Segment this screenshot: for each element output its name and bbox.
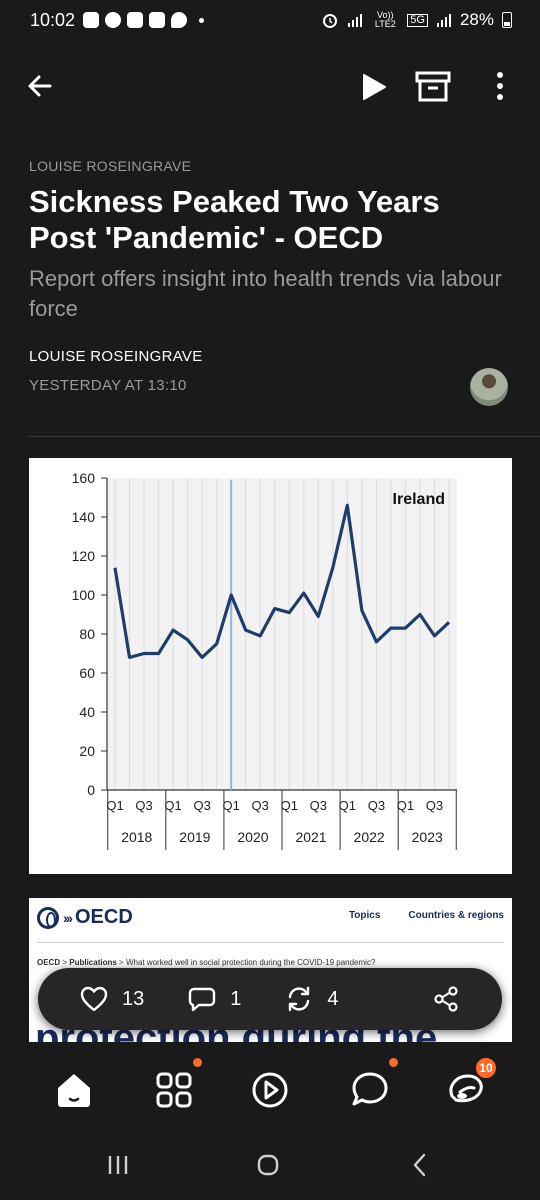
quarter-tick-label: Q1 [339,798,356,813]
plot-area [107,478,457,790]
recents-icon[interactable] [98,1150,138,1180]
system-nav [0,1130,540,1200]
video-play-icon[interactable] [246,1066,294,1114]
more-vertical-icon[interactable] [486,68,514,104]
post-action-bar: 13 1 4 [38,968,502,1030]
oecd-logo: ››› OECD [37,906,133,929]
author-label[interactable]: LOUISE ROSEINGRAVE [29,158,192,174]
grid-icon[interactable] [150,1066,198,1114]
quarter-tick-label: Q1 [397,798,414,813]
y-tick-label: 140 [72,509,96,525]
quarter-tick-label: Q1 [223,798,240,813]
heart-notification-icon [105,12,122,28]
grid-badge-dot [193,1058,202,1067]
quarter-tick-label: Q1 [164,798,181,813]
author-avatar[interactable] [470,368,508,406]
year-label: 2018 [121,829,152,845]
comment-count: 1 [230,987,242,1010]
activity-icon[interactable] [442,1066,490,1114]
restack-button[interactable]: 4 [285,985,339,1013]
system-status: Vo)) LTE2 5G 28% [321,10,512,30]
oecd-nav-topics: Topics [348,910,381,921]
quarter-tick-label: Q3 [135,798,152,813]
app-notification-icon [83,12,100,28]
restack-count: 4 [327,987,339,1010]
like-button[interactable]: 13 [80,986,144,1012]
y-tick-label: 120 [72,548,96,564]
network-label: 5G [407,13,428,27]
signal-icon-2 [436,14,451,27]
voicemail-icon [127,12,144,28]
year-label: 2022 [354,829,385,845]
article-subtitle: Report offers insight into health trends… [29,266,502,321]
arrow-left-icon[interactable] [24,70,56,102]
y-tick-label: 20 [79,743,95,759]
quarter-tick-label: Q3 [368,798,385,813]
oecd-breadcrumb: OECD > Publications > What worked well i… [37,958,376,967]
article-header: LOUISE ROSEINGRAVE Sickness Peaked Two Y… [29,158,509,394]
oecd-globe-icon [37,906,59,929]
oecd-nav-countries: Countries & regions [408,910,504,921]
crumb-root: OECD [37,958,61,967]
status-bar: 10:02 Vo)) LTE2 5G 28% [0,0,540,40]
play-icon[interactable] [356,70,390,104]
quarter-tick-label: Q3 [193,798,210,813]
sickness-chart: 0 20 40 60 80 100 120 140 160 Ireland Q1 Q3 Q1 Q3 Q1 Q3… [72,470,457,850]
comment-icon [189,987,216,1012]
byline-author[interactable]: LOUISE ROSEINGRAVE [29,348,203,365]
oecd-nav: Topics Countries & regions [349,910,504,921]
oecd-logo-text: OECD [75,906,133,928]
status-time: 10:02 [30,9,76,30]
substack-notification-icon [171,12,188,28]
crumb-section: Publications [69,958,117,967]
chart-image[interactable]: 0 20 40 60 80 100 120 140 160 Ireland Q1 Q3 Q1 Q3 Q1 Q3… [29,458,512,874]
home-circle-icon[interactable] [248,1150,288,1180]
alarm-icon [323,14,338,28]
bookmark-notification-icon [149,12,166,28]
comment-button[interactable]: 1 [188,986,241,1012]
signal-icon [348,14,363,27]
volte-label: Vo)) LTE2 [374,10,396,29]
archive-icon[interactable] [414,68,452,104]
system-back-icon[interactable] [400,1150,440,1180]
article-headline: Sickness Peaked Two Years Post 'Pandemic… [29,184,440,255]
quarter-tick-label: Q1 [281,798,298,813]
notification-icons [83,12,205,28]
y-tick-label: 40 [79,704,95,720]
battery-percent: 28% [459,10,494,29]
publish-date: YESTERDAY AT 13:10 [29,377,187,394]
chat-icon[interactable] [346,1066,394,1114]
chat-badge-dot [389,1058,398,1067]
y-tick-label: 160 [72,470,96,486]
share-icon[interactable] [432,985,460,1013]
oecd-chevrons: ››› [63,909,73,926]
chart-title: Ireland [393,491,445,508]
quarter-tick-label: Q3 [310,798,327,813]
crumb-page: What worked well in social protection du… [125,958,376,967]
quarter-tick-label: Q1 [106,798,123,813]
like-count: 13 [122,987,145,1010]
series-line-ireland [113,503,451,659]
header-divider [29,436,540,437]
app-bar [0,56,540,116]
home-icon[interactable] [50,1066,98,1114]
quarter-tick-label: Q3 [252,798,269,813]
activity-badge-count: 10 [474,1056,498,1080]
year-label: 2021 [295,829,326,845]
more-notifications-dot [199,17,205,23]
oecd-divider [37,942,504,943]
year-label: 2023 [412,829,443,845]
y-tick-label: 60 [79,665,95,681]
year-label: 2020 [237,829,268,845]
y-tick-label: 0 [87,782,95,798]
y-tick-label: 100 [72,587,96,603]
year-label: 2019 [179,829,210,845]
quarter-tick-label: Q3 [426,798,443,813]
y-tick-label: 80 [79,626,95,642]
bottom-nav: 10 [0,1050,540,1130]
battery-icon [502,12,512,28]
restack-icon [289,986,310,1012]
heart-icon [80,986,108,1012]
